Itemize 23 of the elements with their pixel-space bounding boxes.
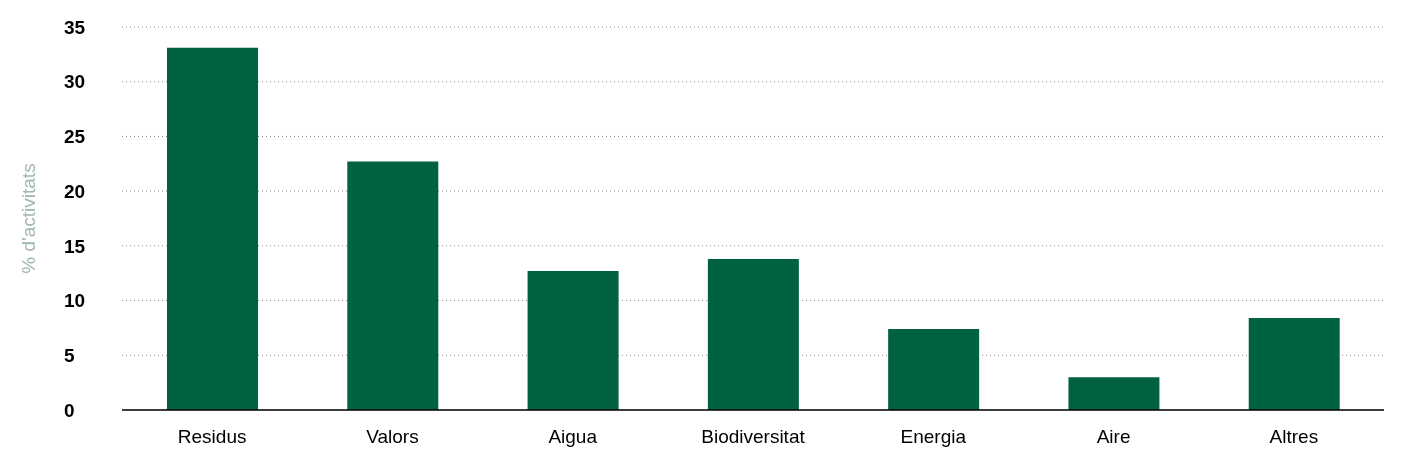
bar bbox=[707, 258, 799, 410]
x-tick-label: Biodiversitat bbox=[701, 426, 806, 448]
bar bbox=[1248, 318, 1340, 410]
y-tick-label: 0 bbox=[64, 399, 75, 421]
x-tick-label: Aigua bbox=[548, 426, 598, 448]
x-tick-label: Aire bbox=[1096, 426, 1131, 448]
bar bbox=[527, 271, 619, 410]
y-tick-label: 5 bbox=[64, 345, 75, 367]
bar bbox=[347, 161, 439, 410]
y-tick-label: 15 bbox=[64, 235, 86, 257]
bar bbox=[888, 329, 980, 410]
y-tick-label: 20 bbox=[64, 180, 86, 202]
bar bbox=[1068, 377, 1160, 410]
bar bbox=[167, 47, 258, 410]
y-axis-title: % d'activitats bbox=[17, 163, 39, 274]
x-tick-label: Altres bbox=[1269, 426, 1319, 448]
y-tick-label: 25 bbox=[64, 126, 86, 148]
x-tick-label: Valors bbox=[366, 426, 419, 448]
x-tick-label: Residus bbox=[177, 426, 247, 448]
y-tick-label: 10 bbox=[64, 290, 86, 312]
y-tick-label: 30 bbox=[64, 71, 86, 93]
y-tick-label: 35 bbox=[64, 16, 86, 38]
x-tick-label: Energia bbox=[900, 426, 967, 448]
